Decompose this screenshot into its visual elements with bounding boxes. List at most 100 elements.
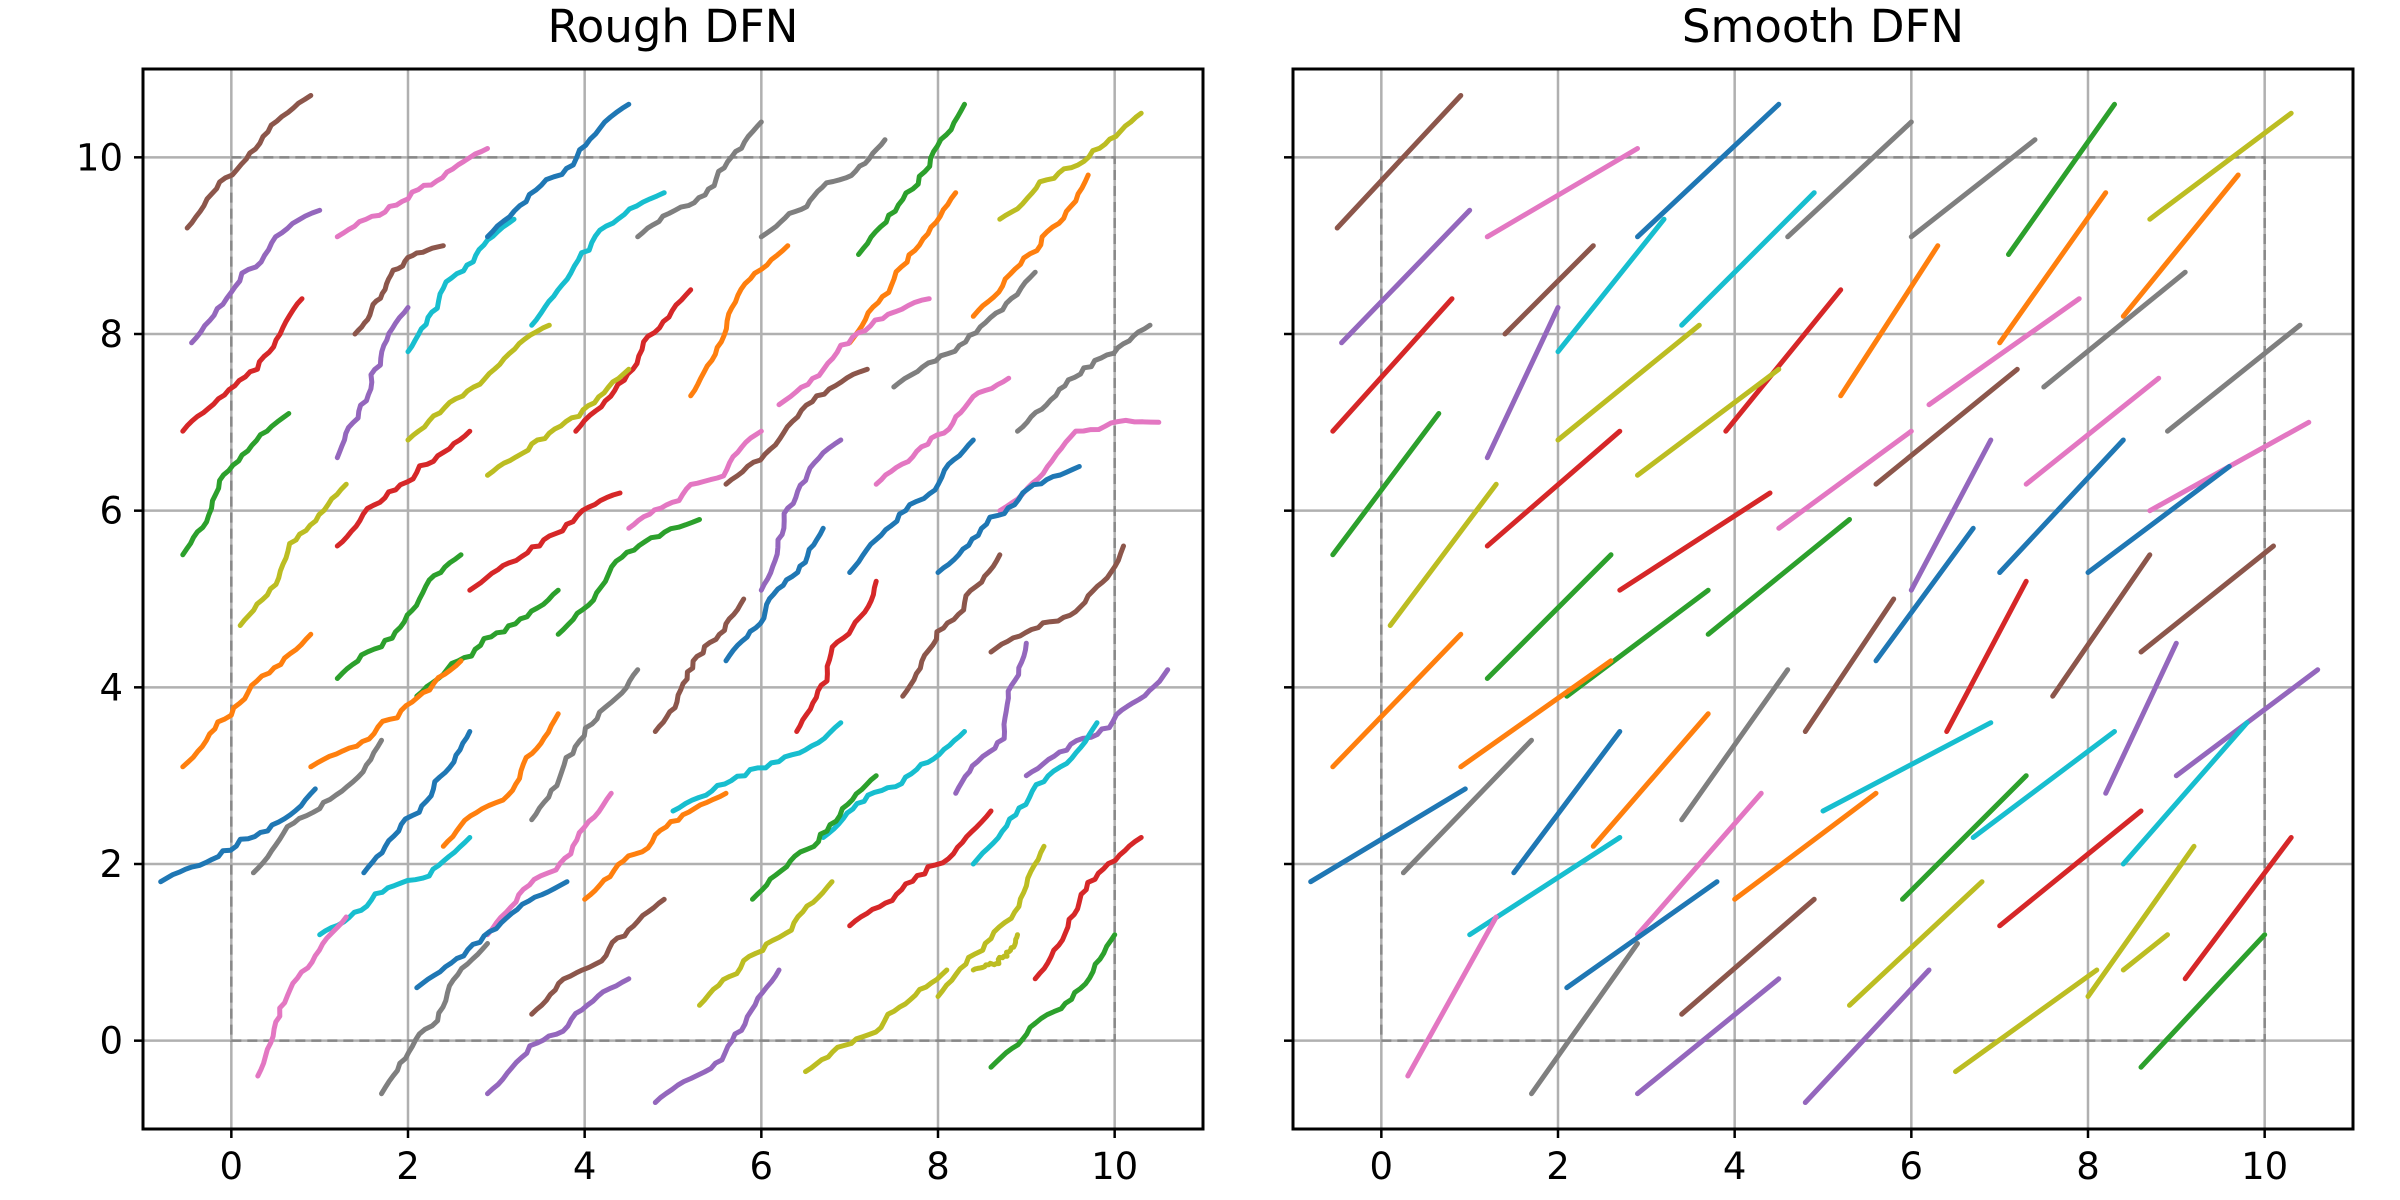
fracture-line	[1308, 786, 1468, 885]
smooth-dfn-title: Smooth DFN	[1682, 0, 1964, 53]
fracture-line	[1838, 243, 1941, 399]
fracture-line	[750, 773, 879, 902]
fracture-line	[2006, 101, 2117, 257]
fracture-line	[1732, 790, 1879, 902]
fracture-line	[1617, 490, 1773, 593]
fracture-line	[2120, 720, 2250, 867]
fracture-line	[873, 375, 1012, 487]
x-tick-label: 8	[926, 1145, 950, 1188]
fracture-line	[485, 790, 614, 938]
fracture-line	[1484, 305, 1561, 461]
smooth-dfn-axes-frame	[1291, 67, 2355, 1131]
smooth-dfn-panel: Smooth DFN 0 2 4 6 8 10	[1284, 0, 2355, 1188]
x-tick-label: 2	[1546, 1145, 1570, 1188]
fracture-line	[970, 720, 1100, 867]
fracture-line	[1997, 437, 2126, 575]
fracture-line	[158, 786, 318, 885]
fracture-line	[2085, 843, 2197, 999]
fracture-line	[529, 896, 667, 1017]
fracture-line	[1635, 101, 1782, 240]
fracture-line	[988, 543, 1126, 655]
fracture-line	[688, 243, 791, 399]
fracture-line	[1635, 790, 1764, 938]
rough-dfn-ticks: 0 2 4 6 8 10 0 2 4 6 8 10	[76, 136, 1138, 1188]
x-tick-label: 6	[750, 1145, 774, 1188]
y-tick-label: 10	[76, 136, 123, 179]
fracture-line	[1785, 119, 1914, 240]
fracture-line	[440, 711, 561, 849]
x-tick-label: 6	[1900, 1145, 1924, 1188]
fracture-line	[1847, 879, 1985, 1008]
fracture-line	[970, 932, 1020, 973]
fracture-line	[1820, 720, 1994, 814]
fracture-line	[1873, 366, 2020, 487]
fracture-line	[847, 808, 994, 929]
fracture-line	[485, 366, 632, 478]
fracture-line	[1339, 207, 1473, 346]
fracture-line	[953, 640, 1029, 796]
y-tick-label: 8	[99, 313, 123, 356]
smooth-dfn-ticks: 0 2 4 6 8 10	[1284, 156, 2288, 1188]
fracture-line	[1400, 737, 1534, 876]
fracture-line	[1529, 941, 1640, 1097]
fracture-line	[794, 578, 879, 734]
fracture-line	[1679, 896, 1817, 1017]
y-tick-label: 4	[99, 666, 123, 709]
fracture-line	[2138, 932, 2268, 1070]
fracture-line	[847, 190, 959, 346]
fracture-line	[670, 720, 844, 814]
x-tick-label: 4	[1723, 1145, 1747, 1188]
fracture-line	[361, 729, 473, 876]
fracture-line	[1330, 296, 1455, 434]
x-tick-label: 0	[1370, 1145, 1394, 1188]
fracture-line	[1387, 481, 1499, 628]
fracture-line	[485, 976, 632, 1097]
fracture-line	[352, 243, 446, 337]
fracture-line	[467, 490, 623, 593]
fracture-line	[970, 172, 1091, 319]
fracture-line	[1502, 243, 1596, 337]
fracture-line	[1970, 729, 2117, 840]
fracture-line	[2023, 375, 2162, 487]
fracture-line	[2138, 543, 2276, 655]
fracture-line	[723, 525, 826, 664]
fracture-line	[1679, 667, 1791, 823]
fracture-line	[1458, 658, 1614, 770]
fracture-line	[1997, 190, 2109, 346]
x-tick-label: 4	[573, 1145, 597, 1188]
fracture-line	[1032, 835, 1144, 982]
fracture-line	[2103, 640, 2179, 796]
y-tick-label: 0	[99, 1020, 123, 1063]
fracture-line	[237, 481, 349, 628]
fracture-line	[847, 437, 976, 575]
fracture-line	[1023, 667, 1171, 779]
fracture-line	[529, 190, 667, 328]
fracture-line	[334, 428, 473, 549]
fracture-line	[2120, 172, 2241, 319]
fracture-line	[1555, 322, 1702, 443]
fracture-line	[1908, 137, 2038, 240]
fracture-line	[2182, 835, 2294, 982]
x-tick-label: 0	[220, 1145, 244, 1188]
fracture-line	[1679, 190, 1817, 328]
fracture-line	[1900, 773, 2029, 902]
fracture-line	[1484, 552, 1614, 681]
fracture-line	[1997, 808, 2144, 929]
fracture-line	[1564, 587, 1711, 699]
fracture-line	[1330, 411, 1442, 558]
fracture-line	[2085, 464, 2232, 575]
smooth-dfn-fractures	[1308, 93, 2321, 1105]
fracture-line	[1908, 437, 1994, 593]
fracture-line	[900, 552, 1003, 699]
fracture-line	[1705, 517, 1852, 637]
fracture-line	[803, 967, 950, 1075]
fracture-line	[250, 737, 384, 876]
fracture-line	[1802, 967, 1932, 1105]
fracture-line	[180, 631, 314, 770]
fracture-line	[1405, 914, 1499, 1079]
fracture-line	[1590, 711, 1711, 849]
fracture-line	[555, 517, 702, 637]
fracture-line	[308, 658, 464, 770]
fracture-line	[997, 110, 1144, 222]
